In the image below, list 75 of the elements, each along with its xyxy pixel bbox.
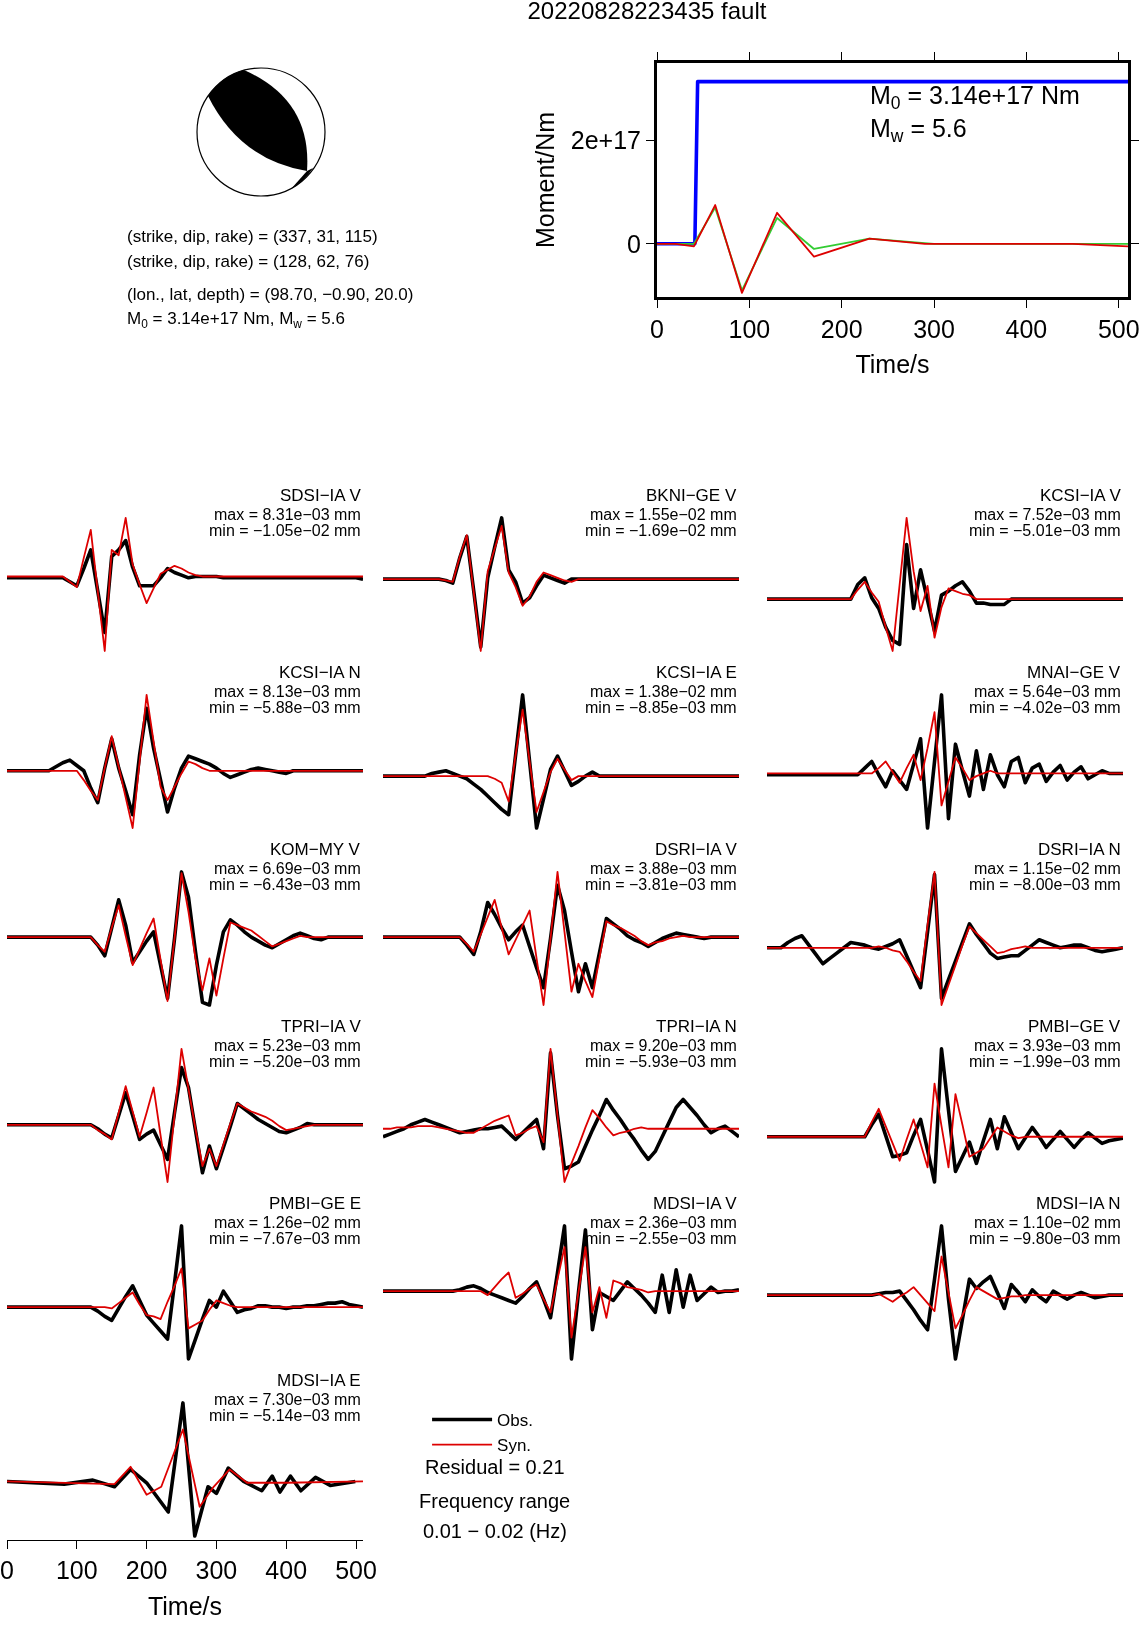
text: TPRI−IA N: [656, 1017, 737, 1036]
annotation: max = 5.23e−03 mm: [214, 1037, 361, 1054]
x-tick-label: 300: [913, 315, 955, 343]
text: PMBI−GE E: [269, 1194, 362, 1213]
annotation: max = 6.69e−03 mm: [214, 860, 361, 877]
x-tick-label: 400: [1005, 315, 1048, 343]
annotation: min = −4.02e−03 mm: [969, 699, 1121, 716]
x-tick-label: 500: [335, 1556, 377, 1584]
text: MNAI−GE V: [1027, 663, 1121, 682]
annotation: max = 9.20e−03 mm: [590, 1037, 737, 1054]
x-tick-label: 300: [195, 1556, 238, 1584]
text: MDSI−IA V: [653, 1194, 738, 1213]
annotation: min = −8.00e−03 mm: [969, 876, 1121, 893]
annotation: min = −7.67e−03 mm: [209, 1230, 361, 1247]
text: DSRI−IA N: [1038, 840, 1121, 859]
annotation: max = 1.55e−02 mm: [590, 506, 737, 523]
text: Residual = 0.21: [425, 1456, 565, 1478]
x-tick-label: 400: [265, 1556, 308, 1584]
legend-label: Syn.: [497, 1436, 532, 1456]
annotation: max = 1.38e−02 mm: [590, 683, 737, 700]
annotation: min = −6.43e−03 mm: [209, 876, 361, 893]
annotation: min = −3.81e−03 mm: [585, 876, 737, 893]
text: TPRI−IA V: [281, 1017, 362, 1036]
annotation: min = −1.05e−02 mm: [209, 522, 361, 539]
text: (lon., lat, depth) = (98.70, −0.90, 20.0): [127, 285, 414, 304]
annotation: max = 5.64e−03 mm: [974, 683, 1121, 700]
annotation: min = −8.85e−03 mm: [585, 699, 737, 716]
annotation: min = −5.88e−03 mm: [209, 699, 361, 716]
y-tick-label: 2e+17: [570, 126, 641, 155]
chart-title: 20220828223435 fault: [527, 0, 767, 24]
x-axis-title: Time/s: [855, 350, 930, 378]
annotation: max = 1.26e−02 mm: [214, 1214, 361, 1231]
annotation: max = 3.93e−03 mm: [974, 1037, 1121, 1054]
annotation: max = 1.15e−02 mm: [974, 860, 1121, 877]
text: MDSI−IA E: [277, 1371, 361, 1390]
text: (strike, dip, rake) = (337, 31, 115): [127, 227, 378, 246]
annotation: max = 3.88e−03 mm: [590, 860, 737, 877]
x-tick-label: 100: [55, 1556, 98, 1584]
text: M$_{0}$ = 3.14e+17 Nm, M$_{w}$ = 5.6: [127, 309, 345, 331]
text: Frequency range: [419, 1490, 571, 1512]
text: KCSI−IA N: [279, 663, 361, 682]
text: (strike, dip, rake) = (128, 62, 76): [127, 252, 370, 271]
annotation: min = −9.80e−03 mm: [969, 1230, 1121, 1247]
text: MDSI−IA N: [1036, 1194, 1121, 1213]
annotation: max = 8.31e−03 mm: [214, 506, 361, 523]
text: KCSI−IA V: [1040, 486, 1122, 505]
x-axis-title: Time/s: [147, 1592, 223, 1620]
text: KOM−MY V: [270, 840, 361, 859]
annotation: max = 1.10e−02 mm: [974, 1214, 1121, 1231]
x-tick-label: 500: [1097, 315, 1140, 343]
x-tick-label: 0: [0, 1556, 14, 1584]
text: SDSI−IA V: [280, 486, 362, 505]
annotation: min = −5.01e−03 mm: [969, 522, 1121, 539]
annotation: max = 2.36e−03 mm: [590, 1214, 737, 1231]
x-tick-label: 0: [650, 315, 664, 343]
text: BKNI−GE V: [646, 486, 737, 505]
annotation: max = 7.52e−03 mm: [974, 506, 1121, 523]
text: 0.01 − 0.02 (Hz): [423, 1520, 567, 1542]
text: KCSI−IA E: [656, 663, 737, 682]
y-axis-title: Moment/Nm: [530, 111, 559, 249]
x-tick-label: 100: [728, 315, 771, 343]
annotation: M$_{0}$ = 3.14e+17 Nm: [870, 81, 1080, 114]
annotation: min = −1.69e−02 mm: [585, 522, 737, 539]
annotation: max = 7.30e−03 mm: [214, 1391, 361, 1408]
annotation: min = −5.14e−03 mm: [209, 1407, 361, 1424]
annotation: min = −1.99e−03 mm: [969, 1053, 1121, 1070]
x-tick-label: 200: [820, 315, 863, 343]
legend-label: Obs.: [497, 1411, 533, 1431]
x-tick-label: 200: [125, 1556, 168, 1584]
text: DSRI−IA V: [655, 840, 738, 859]
text: PMBI−GE V: [1028, 1017, 1121, 1036]
annotation: M$_{w}$ = 5.6: [870, 114, 967, 147]
annotation: min = −5.20e−03 mm: [209, 1053, 361, 1070]
annotation: min = −5.93e−03 mm: [585, 1053, 737, 1070]
annotation: max = 8.13e−03 mm: [214, 683, 361, 700]
